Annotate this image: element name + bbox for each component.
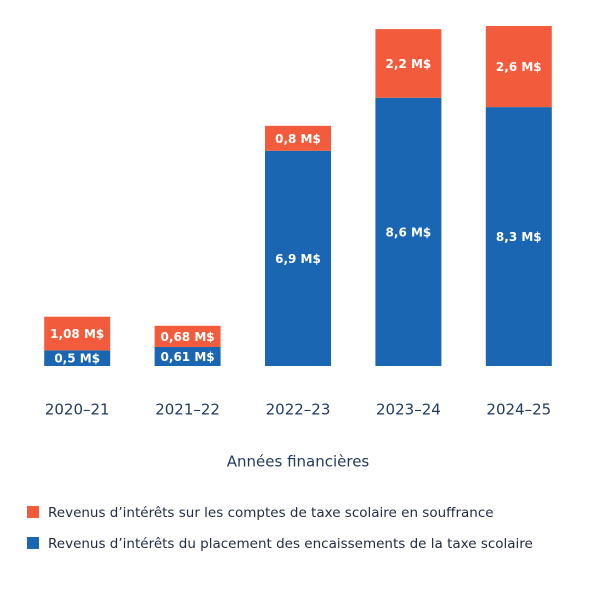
data-label: 8,3 M$ (496, 230, 542, 244)
data-label: 2,2 M$ (386, 57, 432, 71)
bar-segment (154, 346, 221, 366)
x-tick-label: 2020–21 (45, 401, 110, 419)
data-label: 0,68 M$ (161, 330, 215, 344)
x-tick-label: 2024–25 (486, 401, 551, 419)
data-label: 0,8 M$ (275, 132, 321, 146)
legend-label: Revenus d’intérêts du placement des enca… (48, 536, 533, 552)
legend-swatch (27, 506, 39, 518)
x-tick-label: 2022–23 (266, 401, 331, 419)
legend-label: Revenus d’intérêts sur les comptes de ta… (48, 505, 494, 521)
bar-segment (375, 97, 442, 367)
bar-segment (485, 26, 552, 108)
data-label: 8,6 M$ (386, 225, 432, 239)
data-label: 6,9 M$ (275, 252, 321, 266)
bar-segment (265, 150, 331, 366)
bar-segment (485, 107, 552, 366)
x-tick-label: 2021–22 (155, 401, 220, 419)
legend-swatch (27, 537, 39, 549)
bar-segment (44, 316, 111, 351)
x-axis-title: Années financières (227, 453, 370, 471)
x-tick-label: 2023–24 (376, 401, 441, 419)
bar-segment (265, 125, 331, 151)
data-label: 0,5 M$ (54, 352, 100, 366)
data-label: 2,6 M$ (496, 60, 542, 74)
bar-segment (44, 350, 111, 366)
bar-segment (154, 325, 221, 347)
bar-segment (375, 29, 442, 98)
data-label: 1,08 M$ (50, 327, 104, 341)
data-label: 0,61 M$ (161, 350, 215, 364)
